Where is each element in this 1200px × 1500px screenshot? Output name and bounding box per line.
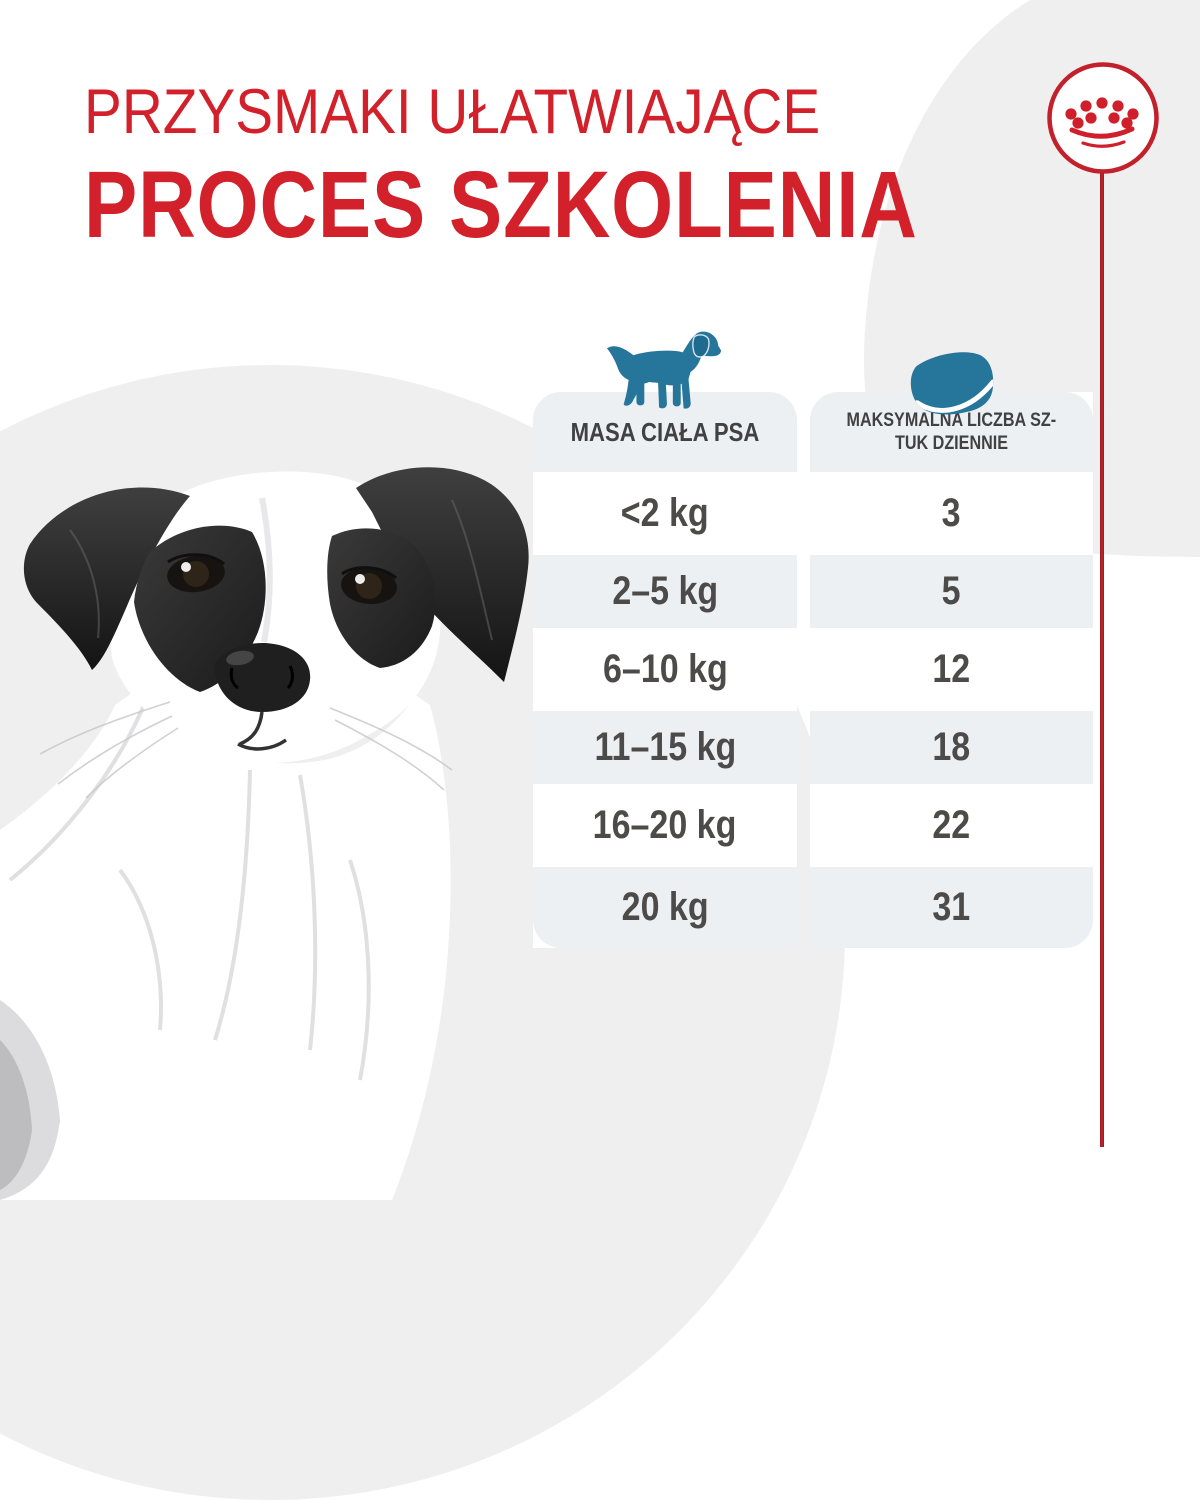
table-row-weight-4: 11–15 kg — [533, 711, 797, 784]
table-row-weight-5: 16–20 kg — [593, 803, 737, 847]
table-row-weight-2: 2–5 kg — [533, 555, 797, 628]
table-row-count-4: 18 — [810, 711, 1093, 784]
table-column-weight: MASA CIAŁA PSA <2 kg 2–5 kg 6–10 kg 11–1… — [533, 331, 797, 948]
table-row-count-6: 31 — [810, 867, 1093, 948]
table-row-weight-3: 6–10 kg — [602, 647, 728, 691]
table-row-count-3: 12 — [932, 647, 971, 691]
table-row-count-1: 3 — [942, 491, 961, 535]
dog-eyes — [167, 553, 397, 605]
max-pieces-header-line2: TUK DZIENNIE — [894, 433, 1009, 454]
vertical-accent-line — [1100, 172, 1104, 1147]
dog-photo — [0, 467, 529, 1200]
dog-mouth — [237, 711, 288, 751]
table-row-weight-6: 20 kg — [533, 867, 797, 948]
max-pieces-header-line1: MAKSYMALNA LICZBA SZ- — [846, 410, 1057, 431]
treat-icon — [910, 352, 996, 415]
dog-icon — [606, 331, 722, 409]
table-row-count-2: 5 — [810, 555, 1093, 628]
table-column-max-pieces: MAKSYMALNA LICZBA SZ- TUK DZIENNIE 3 5 1… — [810, 352, 1093, 948]
title-line-2: PROCES SZKOLENIA — [84, 152, 918, 258]
weight-column-header: MASA CIAŁA PSA — [533, 392, 797, 472]
dog-body — [0, 680, 451, 1200]
table-row-count-5: 22 — [932, 803, 971, 847]
title: PRZYSMAKI UŁATWIAJĄCE PROCES SZKOLENIA — [84, 76, 1077, 254]
table-row-weight-1: <2 kg — [621, 491, 709, 535]
title-line-1: PRZYSMAKI UŁATWIAJĄCE — [84, 77, 821, 147]
dog-left-ear — [23, 487, 191, 670]
dog-right-ear — [356, 467, 529, 682]
dog-whiskers — [39, 701, 453, 799]
weight-header-label: MASA CIAŁA PSA — [570, 416, 760, 447]
crown-logo-icon — [1047, 62, 1159, 174]
